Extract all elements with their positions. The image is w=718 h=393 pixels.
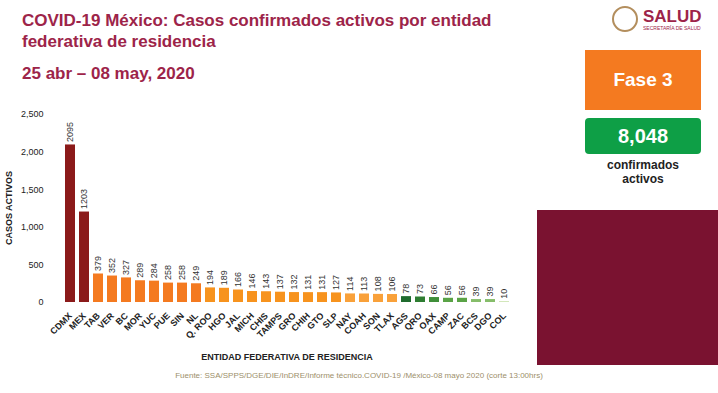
html-text:COVID-19 México: Casos confirm: COVID-19 México: Casos confirmados activ… xyxy=(22,11,492,51)
svg-text:114: 114 xyxy=(345,277,355,291)
html-text:8,048: 8,048 xyxy=(618,124,668,147)
html-text:25 abr – 08 may, 2020: 25 abr – 08 may, 2020 xyxy=(22,64,195,83)
svg-text:132: 132 xyxy=(289,275,299,290)
svg-text:327: 327 xyxy=(121,260,131,275)
svg-text:GRO: GRO xyxy=(276,310,298,333)
svg-text:258: 258 xyxy=(163,265,173,280)
svg-text:ENTIDAD FEDERATIVA DE RESIDENC: ENTIDAD FEDERATIVA DE RESIDENCIA xyxy=(201,352,373,362)
svg-text:SIN: SIN xyxy=(168,311,186,329)
svg-text:0: 0 xyxy=(38,297,43,307)
svg-text:1,500: 1,500 xyxy=(21,185,44,195)
svg-text:10: 10 xyxy=(499,289,509,299)
svg-text:284: 284 xyxy=(149,263,159,278)
svg-text:MOR: MOR xyxy=(122,310,144,333)
svg-text:352: 352 xyxy=(107,258,117,273)
svg-text:78: 78 xyxy=(401,284,411,294)
svg-text:HGO: HGO xyxy=(206,310,228,333)
svg-text:258: 258 xyxy=(177,265,187,280)
svg-text:SLP: SLP xyxy=(320,310,340,331)
svg-text:NAY: NAY xyxy=(334,310,354,331)
svg-text:CHIS: CHIS xyxy=(247,310,270,333)
svg-text:379: 379 xyxy=(93,256,103,271)
svg-text:TLAX: TLAX xyxy=(372,310,396,335)
svg-text:CHIH: CHIH xyxy=(289,310,312,334)
svg-text:SON: SON xyxy=(361,310,382,332)
svg-text:146: 146 xyxy=(247,273,257,288)
svg-text:BC: BC xyxy=(113,310,130,327)
svg-text:ZAC: ZAC xyxy=(445,310,466,331)
svg-text:TAB: TAB xyxy=(82,310,102,331)
svg-text:194: 194 xyxy=(205,270,215,285)
svg-text:COAH: COAH xyxy=(342,310,368,337)
svg-text:CDMX: CDMX xyxy=(48,310,74,337)
svg-text:GTO: GTO xyxy=(305,310,326,332)
svg-text:Q. ROO: Q. ROO xyxy=(183,310,214,341)
svg-text:NL: NL xyxy=(184,310,200,327)
svg-text:COL: COL xyxy=(487,310,508,331)
svg-text:CASOS ACTIVOS: CASOS ACTIVOS xyxy=(4,171,14,245)
svg-text:166: 166 xyxy=(233,272,243,287)
svg-text:189: 189 xyxy=(219,270,229,285)
svg-text:TAMPS: TAMPS xyxy=(255,310,284,340)
svg-text:QRO: QRO xyxy=(402,310,424,333)
svg-text:56: 56 xyxy=(443,285,453,295)
html-text:Fuente: SSA/SPPS/DGE/DIE/InDRE: Fuente: SSA/SPPS/DGE/DIE/InDRE/Informe t… xyxy=(175,371,543,380)
svg-text:2,500: 2,500 xyxy=(21,109,44,119)
html-text:SALUD: SALUD xyxy=(643,6,702,26)
svg-text:2095: 2095 xyxy=(65,122,75,142)
svg-text:2,000: 2,000 xyxy=(21,147,44,157)
svg-text:DGO: DGO xyxy=(472,310,494,333)
svg-text:MICH: MICH xyxy=(232,310,256,334)
html-text:confirmados activos: confirmados activos xyxy=(607,158,679,186)
html-text:SECRETARÍA DE SALUD: SECRETARÍA DE SALUD xyxy=(643,24,701,31)
svg-text:137: 137 xyxy=(275,274,285,289)
svg-text:CAMP: CAMP xyxy=(426,310,452,337)
svg-text:249: 249 xyxy=(191,266,201,281)
svg-text:1,000: 1,000 xyxy=(21,222,44,232)
svg-text:131: 131 xyxy=(303,275,313,290)
svg-text:BCS: BCS xyxy=(459,310,480,332)
svg-text:39: 39 xyxy=(471,287,481,297)
html-text:Fase 3: Fase 3 xyxy=(613,69,673,90)
svg-text:500: 500 xyxy=(28,260,43,270)
svg-text:OAX: OAX xyxy=(417,310,438,332)
svg-text:127: 127 xyxy=(331,275,341,290)
svg-text:66: 66 xyxy=(429,285,439,295)
svg-text:JAL: JAL xyxy=(222,310,242,330)
svg-text:289: 289 xyxy=(135,263,145,278)
svg-text:108: 108 xyxy=(373,276,383,291)
svg-text:131: 131 xyxy=(317,275,327,290)
svg-text:MEX: MEX xyxy=(67,310,88,332)
svg-text:PUE: PUE xyxy=(151,310,172,331)
svg-text:56: 56 xyxy=(457,285,467,295)
svg-text:73: 73 xyxy=(415,284,425,294)
svg-text:113: 113 xyxy=(359,277,369,291)
svg-text:39: 39 xyxy=(485,287,495,297)
svg-text:1203: 1203 xyxy=(79,189,89,209)
svg-text:143: 143 xyxy=(261,274,271,289)
svg-text:AGS: AGS xyxy=(389,310,410,332)
svg-text:YUC: YUC xyxy=(137,310,158,332)
svg-text:106: 106 xyxy=(387,276,397,291)
svg-text:VER: VER xyxy=(95,310,116,331)
